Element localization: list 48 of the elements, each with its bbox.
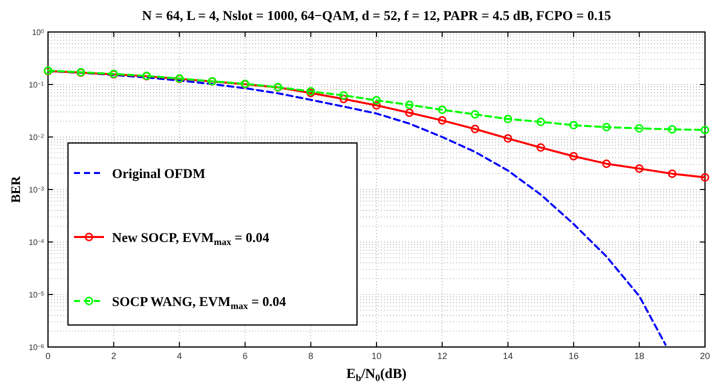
point bbox=[668, 169, 676, 178]
x-tick-label: 0 bbox=[45, 351, 51, 361]
point bbox=[635, 164, 644, 173]
point bbox=[405, 100, 414, 110]
x-tick-label: 2 bbox=[111, 351, 116, 361]
y-tick-label: 10$^{−6}$ bbox=[28, 343, 44, 352]
point bbox=[470, 110, 480, 119]
point bbox=[536, 118, 545, 126]
x-tick-label: 12 bbox=[437, 351, 448, 361]
point bbox=[700, 126, 710, 134]
point bbox=[438, 116, 446, 125]
point bbox=[339, 91, 348, 100]
point bbox=[536, 143, 545, 152]
legend-label: New SOCP, EVM$_{max}$ = 0.04 bbox=[112, 230, 270, 248]
x-tick-label: 14 bbox=[502, 351, 513, 361]
point bbox=[470, 124, 480, 134]
point bbox=[372, 96, 381, 105]
y-tick-label: 10$^{−1}$ bbox=[28, 80, 44, 90]
point bbox=[602, 122, 611, 132]
legend-label: SOCP WANG, EVM$_{max}$ = 0.04 bbox=[112, 294, 286, 312]
x-tick-label: 16 bbox=[568, 351, 579, 361]
point bbox=[504, 134, 512, 143]
point bbox=[339, 94, 348, 104]
x-tick-label: 4 bbox=[176, 351, 182, 361]
y-tick-label: 10$^{−4}$ bbox=[28, 238, 44, 247]
point bbox=[372, 101, 381, 110]
legend-label: Original OFDM bbox=[112, 166, 206, 181]
y-tick-label: 10$^{−3}$ bbox=[28, 186, 44, 194]
y-axis-title: BER bbox=[8, 176, 23, 203]
point bbox=[700, 173, 710, 182]
x-tick-label: 8 bbox=[308, 351, 314, 361]
point bbox=[602, 159, 611, 168]
y-tick-label: 10$^{−5}$ bbox=[28, 290, 44, 300]
point bbox=[569, 120, 578, 130]
point bbox=[438, 106, 446, 114]
y-tick-label: 10$^{0}$ bbox=[32, 28, 44, 37]
x-tick-label: 18 bbox=[634, 351, 644, 361]
point bbox=[405, 108, 414, 117]
x-tick-label: 6 bbox=[242, 351, 248, 361]
chart-title: N = 64, L = 4, Nslot = 1000, 64−QAM, d = 52, f = 12, PAPR = 4.5 dB, FCPO = 0.15 bbox=[142, 8, 612, 23]
point bbox=[668, 125, 676, 134]
x-tick-label: 20 bbox=[700, 351, 710, 361]
x-axis-title: E$_{b}$/N$_{0}$(dB) bbox=[346, 367, 407, 384]
y-tick-label: 10$^{−2}$ bbox=[28, 133, 44, 142]
point bbox=[504, 114, 512, 124]
point bbox=[635, 124, 644, 133]
point bbox=[569, 152, 578, 160]
x-tick-label: 10 bbox=[371, 351, 382, 361]
